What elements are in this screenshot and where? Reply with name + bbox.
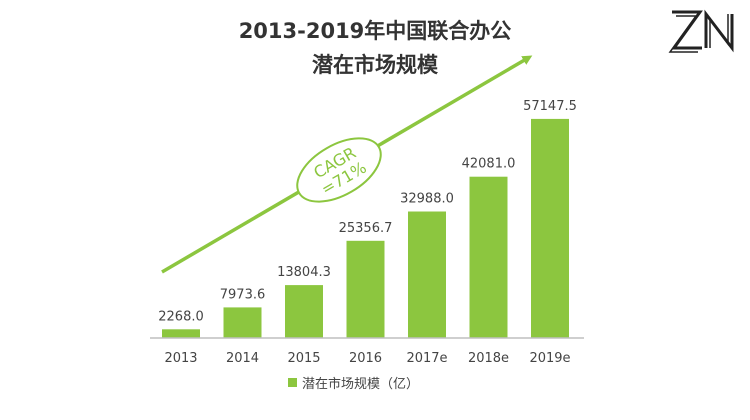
value-label-2018e: 42081.0 <box>462 157 516 172</box>
x-tick-2019e: 2019e <box>529 351 570 366</box>
value-label-2014: 7973.6 <box>220 287 266 302</box>
bar-2019e <box>531 118 569 339</box>
legend-label: 潜在市场规模（亿） <box>302 376 419 392</box>
zn-logo <box>668 9 734 53</box>
legend: 潜在市场规模（亿） <box>288 376 419 392</box>
x-tick-2014: 2014 <box>226 351 259 366</box>
x-tick-2013: 2013 <box>164 351 197 366</box>
legend-swatch <box>288 378 297 387</box>
cagr-ellipse <box>296 137 382 203</box>
x-tick-2017e: 2017e <box>406 351 447 366</box>
bar-2014 <box>223 307 262 338</box>
bar-2017e <box>408 211 446 338</box>
value-label-2015: 13804.3 <box>277 265 331 280</box>
bars-group <box>162 118 569 339</box>
bar-2016 <box>346 240 385 338</box>
value-label-2019e: 57147.5 <box>523 99 577 114</box>
bar-2018e <box>469 176 508 338</box>
value-label-2013: 2268.0 <box>158 309 204 324</box>
value-labels-group: 2268.0 7973.6 13804.3 25356.7 32988.0 42081.0… <box>158 99 577 324</box>
ticks-group: 2013 2014 2015 2016 2017e 2018e 2019e <box>164 351 570 366</box>
cagr-annotation: CAGR =71% <box>296 137 382 203</box>
x-tick-2016: 2016 <box>349 351 382 366</box>
value-label-2016: 25356.7 <box>339 221 393 236</box>
bar-2015 <box>285 285 323 338</box>
bar-2013 <box>162 329 200 338</box>
x-tick-2018e: 2018e <box>468 351 509 366</box>
value-label-2017e: 32988.0 <box>400 192 454 207</box>
chart-title-line1: 2013-2019年中国联合办公 <box>239 19 512 43</box>
chart-title-line2: 潜在市场规模 <box>312 53 439 77</box>
x-tick-2015: 2015 <box>287 351 320 366</box>
